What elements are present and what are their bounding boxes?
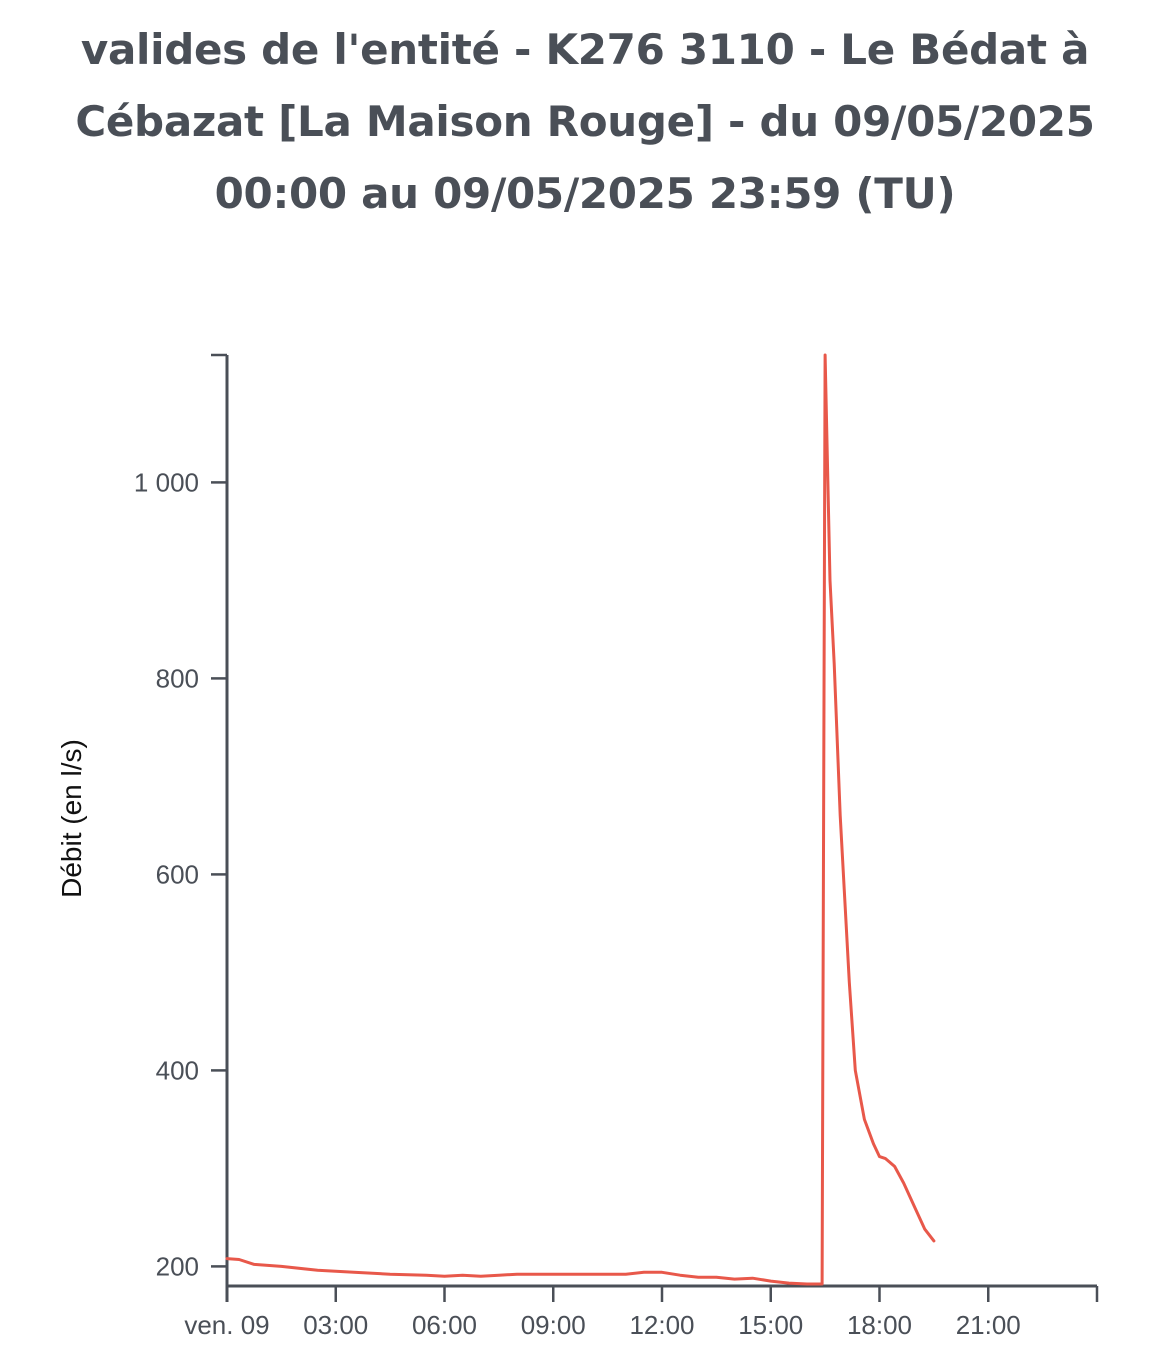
x-tick-label: 15:00 (738, 1310, 803, 1340)
y-tick-label: 1 000 (134, 467, 199, 497)
y-tick-label: 800 (156, 663, 199, 693)
x-tick-label: 03:00 (303, 1310, 368, 1340)
y-axis-label: Débit (en l/s) (56, 739, 87, 898)
y-tick-label: 600 (156, 859, 199, 889)
x-tick-label: 18:00 (847, 1310, 912, 1340)
x-tick-label: 06:00 (412, 1310, 477, 1340)
x-axis: ven. 09 03:00 06:00 09:00 12:00 15:00 18:00 21:… (184, 1284, 1099, 1340)
y-tick-label: 400 (156, 1055, 199, 1085)
x-tick-label: 21:00 (956, 1310, 1021, 1340)
x-tick-label: ven. 09 (184, 1310, 269, 1340)
y-axis: 200 400 600 800 1 000 (134, 353, 229, 1302)
x-tick-label: 12:00 (629, 1310, 694, 1340)
x-tick-label: 09:00 (521, 1310, 586, 1340)
chart-title: valides de l'entité - K276 3110 - Le Béd… (75, 25, 1095, 218)
series-group (225, 353, 936, 1286)
series-line (225, 353, 936, 1286)
y-tick-label: 200 (156, 1251, 199, 1281)
